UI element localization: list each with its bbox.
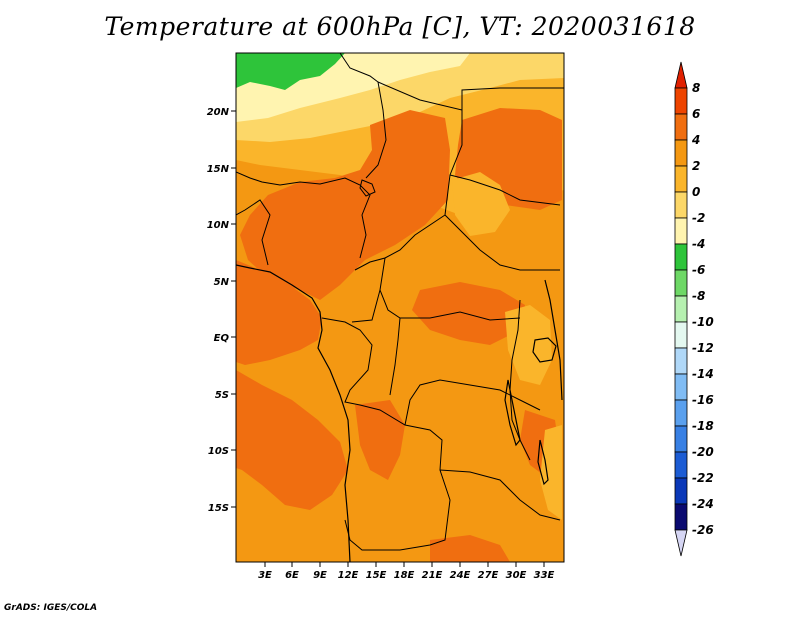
colorbar-label: 2 (692, 159, 700, 173)
colorbar-swatch (674, 347, 688, 375)
contour-band-warm-south (236, 370, 348, 510)
grads-credit: GrADS: IGES/COLA (4, 603, 98, 613)
coastline-east (544, 279, 563, 401)
coastline (236, 264, 351, 562)
colorbar-swatch (674, 373, 688, 401)
lake-victoria (532, 337, 557, 363)
colorbar-label: -22 (692, 471, 714, 485)
lon-tick-label: 24E (450, 570, 471, 581)
contour-band-warm-angola (355, 400, 405, 480)
lon-tick-label: 33E (534, 570, 555, 581)
colorbar-label: -2 (692, 211, 705, 225)
lat-tick-label: 15N (207, 164, 230, 175)
colorbar-label: -16 (692, 393, 714, 407)
lat-tick-label: 10S (208, 446, 229, 457)
lat-tick-label: 10N (207, 220, 230, 231)
colorbar-label: -6 (692, 263, 705, 277)
lake-chad (359, 179, 376, 197)
lake-tanganyika (504, 379, 521, 447)
colorbar-swatch (674, 425, 688, 453)
contour-band-cool-eastafrica (505, 305, 552, 385)
contour-band-warm-southeast (430, 535, 510, 562)
contour-band-cool-madagascar-channel (540, 425, 562, 520)
colorbar-label: -10 (692, 315, 714, 329)
lat-tick-label: EQ (214, 333, 230, 344)
colorbar-swatch (674, 503, 688, 531)
map-panel (236, 53, 564, 562)
map-title: Temperature at 600hPa [C], VT: 202003161… (104, 12, 696, 41)
lat-tick-label: 5N (214, 277, 230, 288)
contour-band-cold-green (236, 53, 345, 90)
colorbar-label: -4 (692, 237, 705, 251)
colorbar-swatch (674, 61, 688, 89)
lon-tick-label: 6E (285, 570, 299, 581)
latitude-axis: 20N 15N 10N 5N EQ 5S 10S 15S (207, 107, 236, 514)
lon-tick-label: 15E (366, 570, 387, 581)
colorbar-swatch (674, 269, 688, 297)
lon-tick-label: 12E (338, 570, 359, 581)
contour-band-warm-congo (412, 282, 525, 345)
lon-tick-label: 27E (478, 570, 499, 581)
colorbar-swatch (674, 321, 688, 349)
lat-tick-label: 15S (208, 503, 229, 514)
lon-tick-label: 30E (506, 570, 527, 581)
colorbar-swatch (674, 191, 688, 219)
colorbar-swatch (674, 529, 688, 557)
map-frame (235, 52, 565, 563)
lake-malawi (537, 439, 549, 486)
contour-band-warm-sahel (240, 110, 450, 300)
colorbar-label: -24 (692, 497, 714, 511)
lon-tick-label: 18E (394, 570, 415, 581)
colorbar-swatch (674, 243, 688, 271)
colorbar-label: -18 (692, 419, 714, 433)
colorbar-label: 0 (692, 185, 700, 199)
colorbar-swatch (674, 139, 688, 167)
colorbar-swatch (674, 87, 688, 115)
colorbar-swatch (674, 477, 688, 505)
colorbar-label: 8 (692, 81, 700, 95)
colorbar-label: -14 (692, 367, 714, 381)
colorbar-swatch (674, 399, 688, 427)
colorbar: 8 6 4 2 0 -2 -4 -6 -8 -10 -12 -14 -16 -18 -20 -22 -24 -26 (674, 61, 714, 557)
lat-tick-label: 5S (215, 390, 229, 401)
lon-tick-label: 9E (313, 570, 327, 581)
colorbar-label: -12 (692, 341, 714, 355)
lon-tick-label: 21E (422, 570, 443, 581)
colorbar-label: 4 (691, 133, 700, 147)
colorbar-swatch (674, 165, 688, 193)
lon-tick-label: 3E (258, 570, 272, 581)
contour-band-warm-westcoast (236, 260, 322, 365)
colorbar-swatch (674, 113, 688, 141)
colorbar-label: -26 (692, 523, 714, 537)
colorbar-swatch (674, 217, 688, 245)
longitude-axis: 3E 6E 9E 12E 15E 18E 21E 24E 27E 30E 33E (258, 562, 555, 581)
colorbar-label: 6 (692, 107, 700, 121)
colorbar-swatch (674, 451, 688, 479)
lat-tick-label: 20N (207, 107, 230, 118)
colorbar-swatch (674, 295, 688, 323)
colorbar-label: -8 (692, 289, 705, 303)
colorbar-label: -20 (692, 445, 714, 459)
